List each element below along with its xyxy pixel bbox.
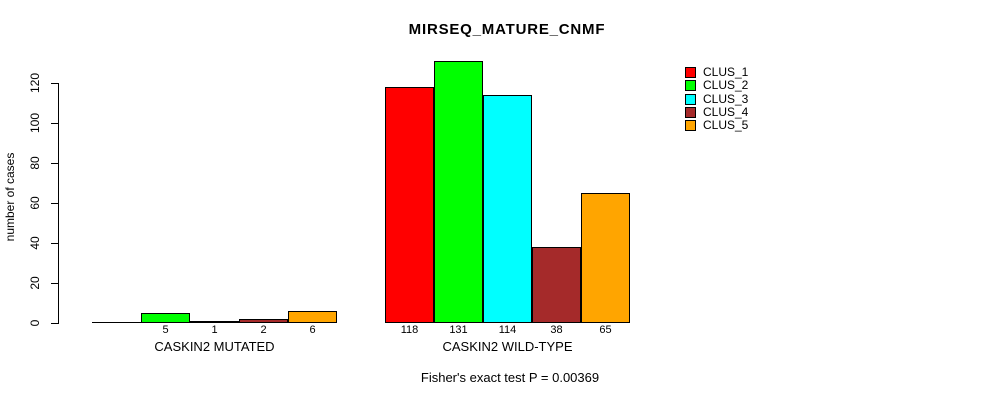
bar-value-label: 5	[162, 324, 169, 336]
chart-title: MIRSEQ_MATURE_CNMF	[408, 21, 606, 38]
y-tick-label: 120	[28, 72, 42, 94]
y-tick-mark	[51, 283, 58, 284]
y-tick-mark	[51, 163, 58, 164]
p-value-annotation: Fisher's exact test P = 0.00369	[420, 370, 600, 385]
bar-value-label: 131	[449, 324, 468, 336]
y-tick-label: 20	[28, 276, 42, 290]
legend-item-clus_4: CLUS_4	[685, 104, 749, 119]
y-tick-label: 80	[28, 156, 42, 170]
legend-label: CLUS_5	[703, 118, 749, 133]
legend-item-clus_2: CLUS_2	[685, 78, 749, 93]
legend-swatch-icon	[685, 120, 696, 132]
y-tick-label: 40	[28, 236, 42, 250]
legend-item-clus_1: CLUS_1	[685, 65, 749, 79]
legend-label: CLUS_3	[703, 91, 749, 106]
y-tick-mark	[51, 83, 58, 84]
y-tick-label: 0	[28, 319, 42, 327]
bar-clus_1-group1-zero	[92, 322, 141, 323]
bar-value-label: 118	[400, 324, 419, 336]
y-tick-label: 60	[28, 196, 42, 210]
group-label-1: CASKIN2 MUTATED	[154, 339, 275, 354]
legend-swatch-icon	[685, 106, 696, 118]
bar-value-label: 2	[260, 324, 267, 336]
bar-value-label: 65	[599, 324, 612, 336]
legend-label: CLUS_4	[703, 104, 749, 119]
legend-swatch-icon	[685, 93, 696, 105]
legend-item-clus_3: CLUS_3	[685, 91, 749, 106]
legend-swatch-icon	[685, 80, 696, 92]
bar-clus_2-group1	[141, 313, 190, 323]
bar-clus_4-group1	[239, 319, 288, 323]
bar-clus_5-group1	[288, 311, 337, 323]
bar-clus_1-group2	[385, 87, 434, 323]
bar-value-label: 1	[211, 324, 218, 336]
bar-clus_3-group2	[483, 95, 532, 323]
y-tick-mark	[51, 243, 58, 244]
bar-value-label: 6	[309, 324, 316, 336]
y-axis-line	[58, 83, 59, 324]
legend-swatch-icon	[685, 67, 696, 78]
y-tick-mark	[51, 203, 58, 204]
bar-clus_2-group2	[434, 61, 483, 323]
y-axis-title: number of cases	[3, 152, 17, 242]
bar-clus_5-group2	[581, 193, 630, 323]
y-tick-mark	[51, 123, 58, 124]
bar-clus_3-group1	[190, 321, 239, 323]
legend-item-clus_5: CLUS_5	[685, 118, 749, 133]
bar-clus_4-group2	[532, 247, 581, 323]
y-tick-mark	[51, 323, 58, 324]
group-label-2: CASKIN2 WILD-TYPE	[442, 339, 573, 354]
legend-label: CLUS_2	[703, 78, 749, 93]
bar-value-label: 38	[550, 324, 563, 336]
bar-value-label: 114	[498, 324, 517, 336]
legend-label: CLUS_1	[703, 65, 749, 79]
y-tick-label: 100	[28, 112, 42, 134]
